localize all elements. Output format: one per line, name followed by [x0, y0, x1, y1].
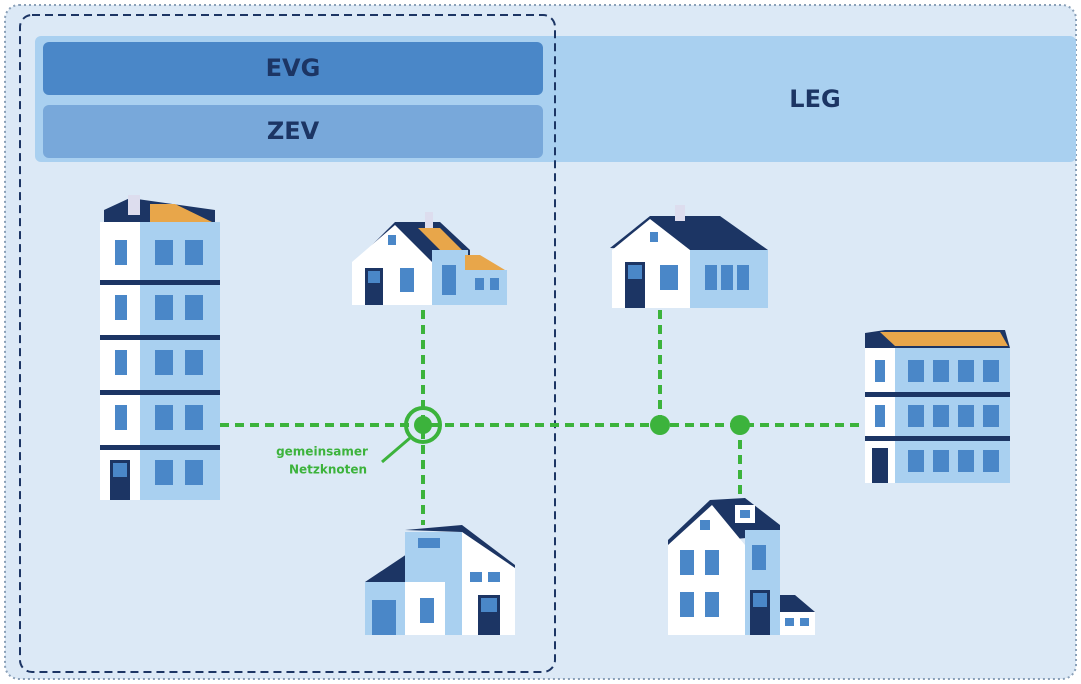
node-label: gemeinsamer: [276, 445, 368, 459]
page: EVG ZEV LEG gemeinsamer Netzknoten: [0, 0, 1081, 684]
zev-label: ZEV: [267, 117, 320, 145]
node-label: Netzknoten: [289, 463, 367, 477]
evg-label: EVG: [266, 54, 321, 82]
apartment-block: [100, 195, 220, 500]
diagram: EVG ZEV LEG gemeinsamer Netzknoten: [0, 0, 1081, 684]
leg-label: LEG: [789, 85, 840, 113]
apartment-block: [865, 330, 1010, 483]
